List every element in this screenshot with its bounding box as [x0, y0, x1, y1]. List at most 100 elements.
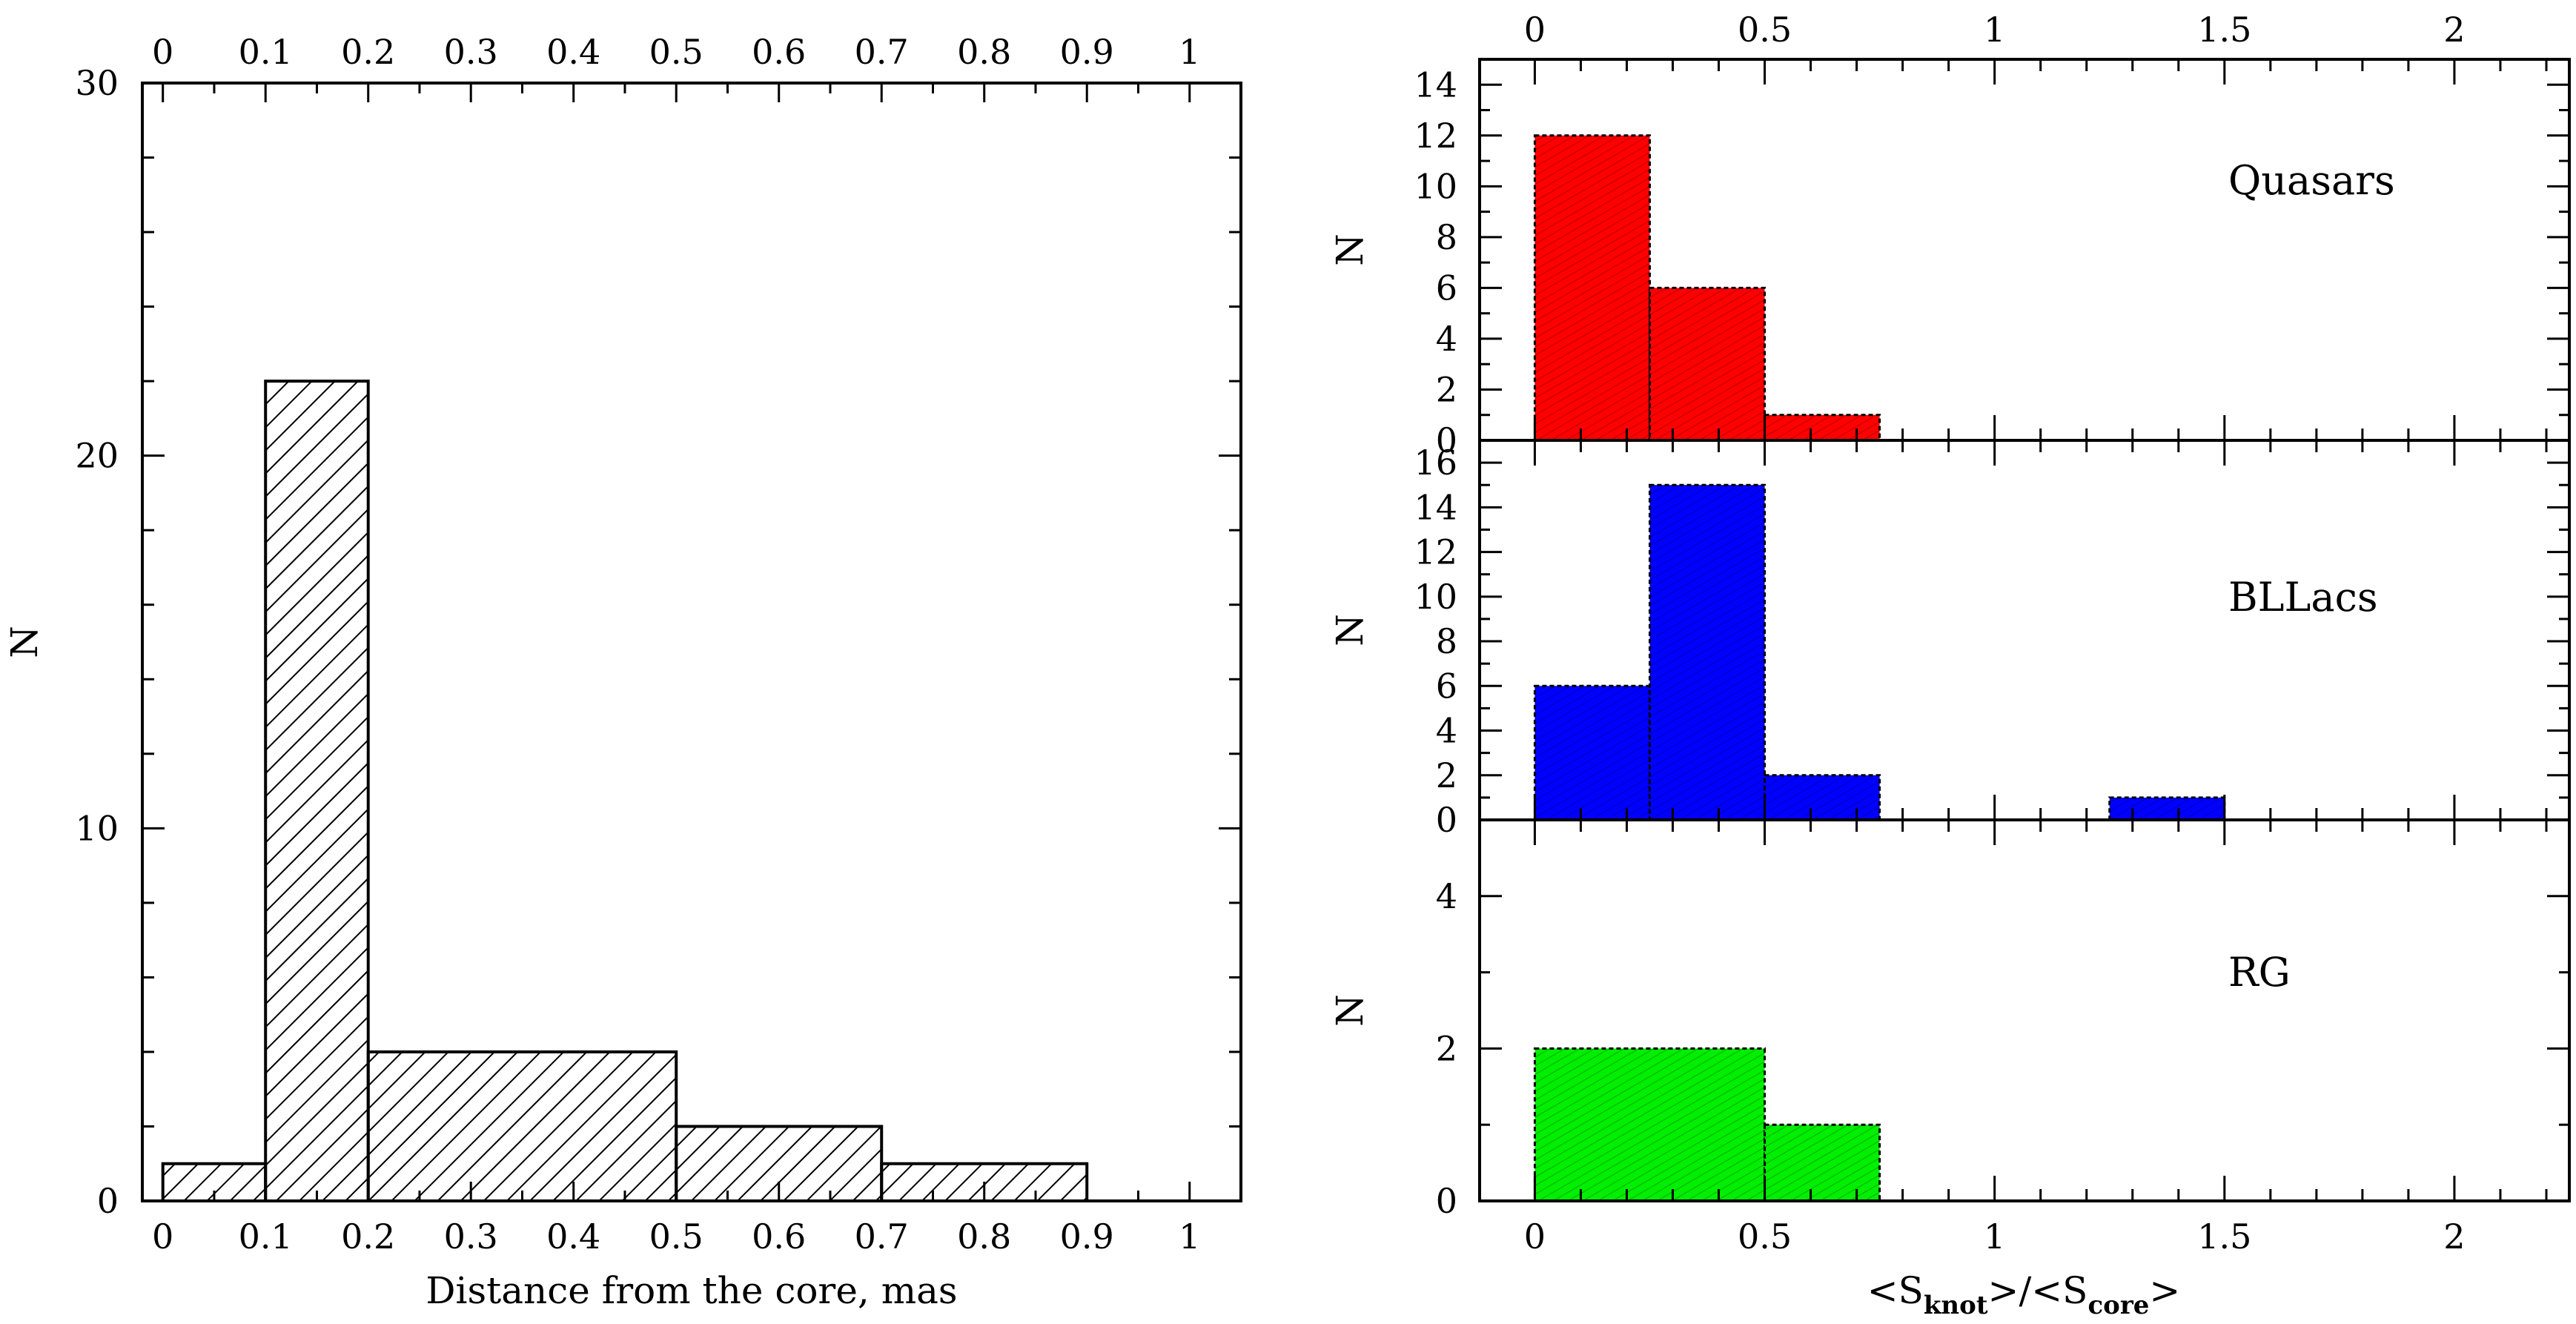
- left-xtick-label-top: 1: [1179, 32, 1200, 72]
- left-x-axis-title: Distance from the core, mas: [426, 1269, 957, 1312]
- bllacs-bar-0: [1533, 684, 1651, 821]
- left-xtick-label-top: 0.4: [546, 32, 600, 72]
- rg-x-axis-title: <Sknot>/<Score>: [1867, 1269, 2181, 1320]
- rg-histogram: 0 0.5 1 1.5 2 0 2 4 RG N <Sknot>/<Score>: [1328, 818, 2571, 1320]
- bllacs-label: BLLacs: [2228, 574, 2378, 620]
- rg-bar-0: [1533, 1047, 1767, 1202]
- quasars-label: Quasars: [2228, 157, 2395, 204]
- bllacs-ytick-label: 16: [1414, 443, 1457, 483]
- quasars-xtick-label-top: 0: [1524, 10, 1546, 50]
- left-xtick-label: 0.4: [546, 1217, 600, 1257]
- left-ytick-label: 30: [75, 63, 119, 103]
- left-ytick-label: 10: [75, 808, 119, 848]
- xlabel-core-subscript: core: [2087, 1291, 2149, 1320]
- left-xtick-label-top: 0.3: [444, 32, 498, 72]
- left-xtick-label: 0.5: [649, 1217, 703, 1257]
- rg-label: RG: [2228, 949, 2291, 996]
- quasars-bar-0: [1533, 134, 1651, 442]
- left-plot-frame: [141, 82, 1242, 1202]
- bllacs-ytick-label: 6: [1436, 666, 1457, 706]
- rg-y-tick-labels: 0 2 4: [1436, 876, 1457, 1221]
- xlabel-mid: >/<S: [1988, 1269, 2088, 1312]
- left-x-tick-labels-top: 0 0.1 0.2 0.3 0.4 0.5 0.6 0.7 0.8 0.9 1: [152, 32, 1200, 72]
- left-xtick-label-top: 0.6: [752, 32, 806, 72]
- left-xtick-label: 1: [1179, 1217, 1200, 1257]
- quasars-x-tick-labels-top: 0 0.5 1 1.5 2: [1524, 10, 2466, 50]
- left-xtick-label-top: 0.8: [957, 32, 1011, 72]
- bllacs-ytick-label: 14: [1414, 487, 1457, 527]
- quasars-ytick-label: 8: [1436, 217, 1457, 257]
- quasars-xtick-label-top: 1.5: [2197, 10, 2251, 50]
- left-xtick-label: 0: [152, 1217, 173, 1257]
- left-ticks: [142, 82, 1241, 1202]
- rg-ytick-label: 2: [1436, 1028, 1457, 1068]
- rg-xtick-label: 1: [1984, 1217, 2005, 1257]
- quasars-xtick-label-top: 2: [2443, 10, 2465, 50]
- left-xtick-label: 0.6: [752, 1217, 806, 1257]
- left-ytick-label: 0: [97, 1181, 119, 1221]
- left-xtick-label-top: 0.7: [855, 32, 909, 72]
- quasars-ticks: [1480, 58, 2569, 442]
- left-y-tick-labels: 0 10 20 30: [75, 63, 119, 1221]
- rg-bar-1: [1764, 1123, 1881, 1202]
- quasars-ytick-label: 4: [1436, 319, 1457, 359]
- bllacs-bars: [1533, 483, 2226, 821]
- bllacs-bar-1: [1648, 483, 1767, 821]
- bllacs-ytick-label: 8: [1436, 621, 1457, 661]
- left-xtick-label: 0.3: [444, 1217, 498, 1257]
- bllacs-ytick-label: 4: [1436, 711, 1457, 751]
- bllacs-y-axis-title: N: [1328, 614, 1371, 646]
- left-xtick-label: 0.1: [239, 1217, 293, 1257]
- quasars-ytick-label: 12: [1414, 116, 1457, 156]
- bllacs-ytick-label: 0: [1436, 800, 1457, 840]
- bllacs-bar-2: [1764, 774, 1881, 821]
- quasars-xtick-label-top: 1: [1984, 10, 2005, 50]
- rg-xtick-label: 0: [1524, 1217, 1546, 1257]
- quasars-bar-2: [1764, 414, 1881, 442]
- quasars-ytick-label: 2: [1436, 369, 1457, 409]
- bllacs-ytick-label: 2: [1436, 755, 1457, 795]
- left-xtick-label-top: 0: [152, 32, 173, 72]
- left-xtick-label-top: 0.9: [1060, 32, 1114, 72]
- quasars-ytick-label: 0: [1436, 420, 1457, 460]
- rg-xtick-label: 0.5: [1738, 1217, 1792, 1257]
- bllacs-ytick-label: 10: [1414, 577, 1457, 617]
- rg-xtick-label: 1.5: [2197, 1217, 2251, 1257]
- left-xtick-label: 0.8: [957, 1217, 1011, 1257]
- left-ytick-label: 20: [75, 436, 119, 476]
- left-xtick-label-top: 0.1: [239, 32, 293, 72]
- quasars-bars: [1533, 134, 1881, 442]
- quasars-y-tick-labels: 0 2 4 6 8 10 12 14: [1414, 64, 1457, 460]
- quasars-y-axis-title: N: [1328, 234, 1371, 266]
- left-xtick-label-top: 0.2: [341, 32, 395, 72]
- left-bar-1: [264, 380, 370, 1203]
- left-xtick-label: 0.2: [341, 1217, 395, 1257]
- xlabel-close: >: [2149, 1269, 2180, 1312]
- bllacs-ytick-label: 12: [1414, 532, 1457, 572]
- rg-x-tick-labels-bottom: 0 0.5 1 1.5 2: [1524, 1217, 2466, 1257]
- quasars-ytick-label: 6: [1436, 268, 1457, 308]
- quasars-ytick-label: 10: [1414, 166, 1457, 206]
- left-bar-2: [366, 1050, 678, 1203]
- quasars-bar-1: [1648, 286, 1767, 442]
- rg-y-axis-title: N: [1328, 994, 1371, 1027]
- quasars-histogram: 0 0.5 1 1.5 2 0 2 4 6 8 10 12 14 Quasars N: [1328, 10, 2571, 460]
- quasars-ytick-label: 14: [1414, 64, 1457, 105]
- left-xtick-label: 0.9: [1060, 1217, 1114, 1257]
- left-xtick-label: 0.7: [855, 1217, 909, 1257]
- rg-xtick-label: 2: [2443, 1217, 2465, 1257]
- bllacs-bar-3: [2108, 796, 2226, 821]
- quasars-xtick-label-top: 0.5: [1738, 10, 1792, 50]
- rg-ytick-label: 4: [1436, 876, 1457, 916]
- rg-bars: [1533, 1047, 1881, 1202]
- xlabel-knot-subscript: knot: [1924, 1291, 1988, 1320]
- xlabel-open: <S: [1867, 1269, 1924, 1312]
- left-histogram: 0 0.1 0.2 0.3 0.4 0.5 0.6 0.7 0.8 0.9 1 0 0.1 0.2 0.3…: [3, 32, 1242, 1312]
- left-y-axis-title: N: [3, 626, 46, 658]
- left-bars: [161, 380, 1089, 1203]
- rg-ytick-label: 0: [1436, 1181, 1457, 1221]
- rg-plot-frame: [1478, 818, 2571, 1202]
